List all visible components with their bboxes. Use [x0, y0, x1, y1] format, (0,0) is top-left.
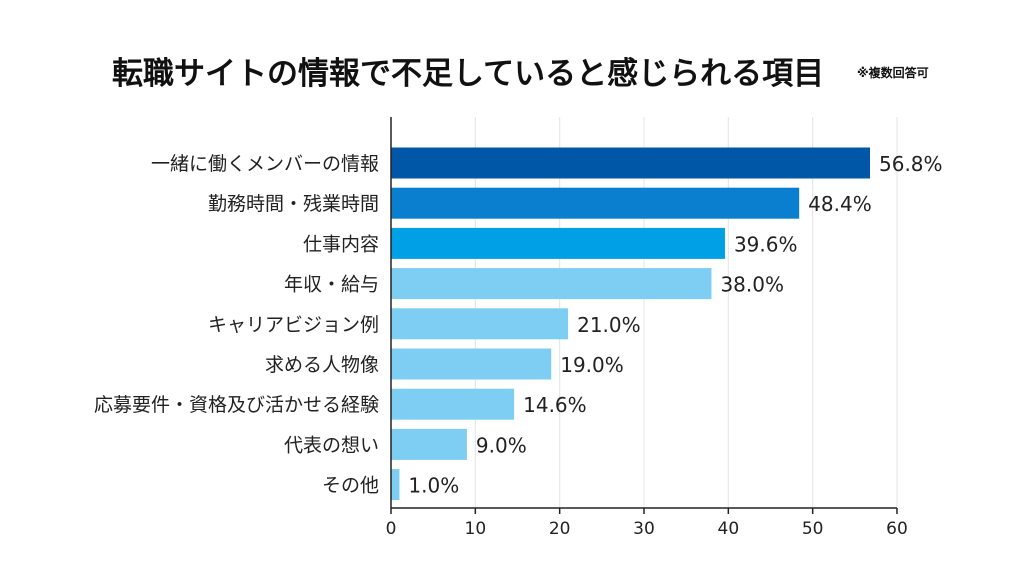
value-label: 39.6% [734, 232, 798, 256]
title-area: 転職サイトの情報で不足していると感じられる項目 ※複数回答可 [0, 48, 1016, 96]
category-label: 勤務時間・残業時間 [208, 193, 379, 215]
category-label: その他 [322, 475, 379, 497]
value-label: 19.0% [560, 353, 624, 377]
value-label: 48.4% [808, 192, 872, 216]
value-label: 38.0% [720, 273, 784, 297]
x-tick-label: 60 [886, 519, 908, 539]
category-label: キャリアビジョン例 [208, 314, 379, 336]
x-tick-label: 40 [718, 519, 740, 539]
bar [391, 187, 800, 219]
bar [391, 147, 871, 179]
category-label: 代表の想い [284, 434, 379, 456]
value-label: 21.0% [577, 313, 641, 337]
bar [391, 388, 515, 420]
bar [391, 268, 712, 300]
x-tick-label: 30 [633, 519, 655, 539]
value-label: 56.8% [879, 152, 943, 176]
category-label: 年収・給与 [284, 274, 379, 296]
x-tick-label: 50 [802, 519, 824, 539]
category-label: 一緒に働くメンバーの情報 [151, 153, 379, 175]
value-label: 14.6% [523, 393, 587, 417]
category-label: 求める人物像 [265, 354, 379, 376]
value-label: 9.0% [476, 433, 527, 457]
category-label: 仕事内容 [303, 233, 379, 255]
bar [391, 469, 400, 501]
x-tick-label: 0 [386, 519, 397, 539]
bar [391, 308, 569, 340]
value-label: 1.0% [408, 474, 459, 498]
bar [391, 227, 725, 259]
bar [391, 348, 552, 380]
chart-title: 転職サイトの情報で不足していると感じられる項目 [112, 56, 825, 92]
x-tick-label: 20 [549, 519, 571, 539]
x-tick-label: 10 [465, 519, 487, 539]
category-label: 応募要件・資格及び活かせる経験 [94, 394, 379, 416]
bar [391, 428, 467, 460]
multiple-answer-note: ※複数回答可 [857, 66, 929, 80]
